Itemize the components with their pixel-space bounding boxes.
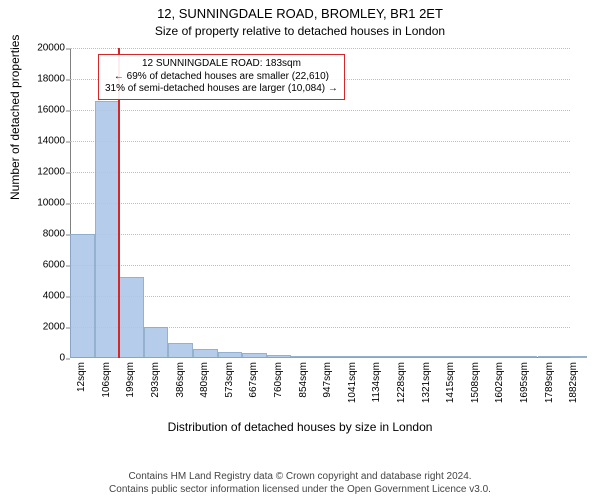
histogram-bar: [365, 356, 390, 358]
y-gridline: [70, 141, 570, 142]
histogram-bar: [316, 356, 341, 358]
y-gridline: [70, 234, 570, 235]
histogram-bar: [168, 343, 193, 359]
histogram-bar: [414, 356, 439, 358]
plot-area: 0200040006000800010000120001400016000180…: [70, 48, 570, 358]
histogram-bar: [464, 356, 489, 358]
histogram-bar: [95, 101, 120, 358]
y-tick-label: 16000: [5, 105, 65, 116]
y-gridline: [70, 296, 570, 297]
y-tick-label: 4000: [5, 291, 65, 302]
histogram-bar: [341, 356, 366, 358]
footer-line-2: Contains public sector information licen…: [0, 484, 600, 497]
histogram-bar: [218, 352, 243, 358]
y-tick-label: 0: [5, 353, 65, 364]
annotation-line: ← 69% of detached houses are smaller (22…: [105, 71, 338, 84]
chart-container: { "title": "12, SUNNINGDALE ROAD, BROMLE…: [0, 0, 600, 500]
y-tick-label: 10000: [5, 198, 65, 209]
y-tick-label: 8000: [5, 229, 65, 240]
histogram-bar: [291, 356, 316, 358]
y-gridline: [70, 48, 570, 49]
y-gridline: [70, 172, 570, 173]
histogram-bar: [390, 356, 415, 358]
y-gridline: [70, 110, 570, 111]
histogram-bar: [538, 356, 563, 358]
histogram-bar: [267, 355, 292, 358]
annotation-line: 12 SUNNINGDALE ROAD: 183sqm: [105, 58, 338, 71]
y-tick-label: 6000: [5, 260, 65, 271]
histogram-bar: [242, 353, 267, 358]
x-axis-label: Distribution of detached houses by size …: [0, 420, 600, 434]
y-tick-label: 20000: [5, 43, 65, 54]
annotation-box: 12 SUNNINGDALE ROAD: 183sqm← 69% of deta…: [98, 54, 345, 100]
y-tick-label: 14000: [5, 136, 65, 147]
y-tick-label: 18000: [5, 74, 65, 85]
histogram-bar: [513, 356, 538, 358]
chart-title: 12, SUNNINGDALE ROAD, BROMLEY, BR1 2ET: [0, 0, 600, 22]
annotation-line: 31% of semi-detached houses are larger (…: [105, 83, 338, 96]
histogram-bar: [562, 356, 587, 358]
histogram-bar: [144, 327, 169, 358]
histogram-bar: [119, 277, 144, 358]
histogram-bar: [488, 356, 513, 358]
histogram-bar: [70, 234, 95, 358]
y-gridline: [70, 203, 570, 204]
y-tick-label: 2000: [5, 322, 65, 333]
y-gridline: [70, 265, 570, 266]
histogram-bar: [193, 349, 218, 358]
footer: Contains HM Land Registry data © Crown c…: [0, 471, 600, 496]
y-tick-label: 12000: [5, 167, 65, 178]
chart-subtitle: Size of property relative to detached ho…: [0, 24, 600, 38]
histogram-bar: [439, 356, 464, 358]
footer-line-1: Contains HM Land Registry data © Crown c…: [0, 471, 600, 484]
